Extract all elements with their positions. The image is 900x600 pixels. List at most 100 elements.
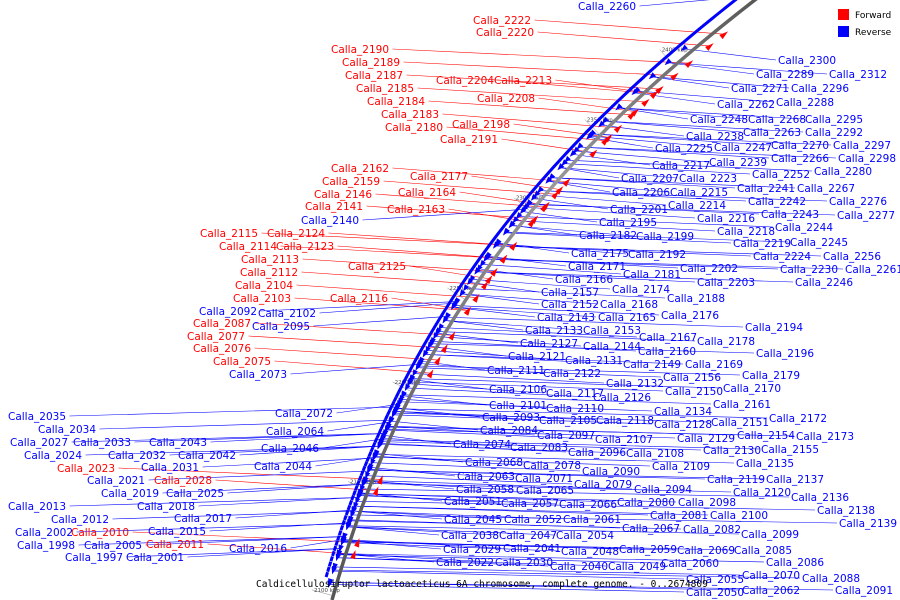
connector-line bbox=[409, 381, 664, 392]
connector-line bbox=[486, 257, 679, 269]
feature-block bbox=[678, 41, 684, 48]
connector-line bbox=[618, 107, 747, 120]
gene-label: Calla_2045 bbox=[444, 514, 502, 526]
gene-feature bbox=[438, 323, 445, 331]
feature-block bbox=[352, 489, 357, 496]
feature-block bbox=[534, 182, 541, 189]
connector-line bbox=[440, 327, 638, 338]
connector-line bbox=[274, 360, 432, 374]
feature-block bbox=[406, 369, 412, 376]
feature-block bbox=[432, 323, 438, 330]
gene-label: Calla_2124 bbox=[267, 228, 325, 240]
gene-label: Calla_2159 bbox=[322, 176, 380, 188]
feature-block bbox=[348, 499, 354, 506]
gene-label: Calla_2022 bbox=[436, 557, 494, 569]
gene-label: Calla_2101 bbox=[489, 400, 547, 412]
gene-label: Calla_2015 bbox=[148, 526, 206, 538]
gene-label: Calla_2084 bbox=[480, 425, 538, 437]
gene-label: Calla_2178 bbox=[697, 336, 755, 348]
connector-line bbox=[431, 340, 637, 352]
connector-line bbox=[426, 349, 564, 361]
feature-block bbox=[466, 271, 472, 278]
connector-line bbox=[522, 211, 598, 223]
gene-feature bbox=[350, 510, 356, 519]
feature-block bbox=[430, 327, 436, 334]
gene-label: Calla_2244 bbox=[775, 222, 833, 234]
gene-feature bbox=[350, 549, 356, 560]
gene-feature bbox=[383, 429, 389, 437]
feature-block bbox=[685, 35, 692, 41]
connector-line bbox=[461, 293, 540, 305]
gene-label: Calla_2201 bbox=[610, 204, 668, 216]
gene-feature bbox=[545, 176, 553, 184]
gene-label: Calla_2058 bbox=[456, 484, 514, 496]
gene-feature bbox=[641, 98, 650, 107]
gene-label: Calla_2280 bbox=[814, 166, 872, 178]
connector-line bbox=[353, 510, 443, 520]
feature-block bbox=[653, 63, 659, 69]
feature-block bbox=[487, 240, 494, 247]
gene-label: Calla_2029 bbox=[443, 544, 501, 556]
feature-block bbox=[442, 306, 448, 313]
feature-block bbox=[722, 5, 729, 11]
feature-block bbox=[540, 175, 547, 182]
feature-block bbox=[565, 147, 572, 154]
gene-feature bbox=[474, 267, 481, 275]
feature-block bbox=[618, 95, 625, 101]
connector-line bbox=[302, 258, 495, 272]
gene-label: Calla_2268 bbox=[748, 114, 806, 126]
gene-label: Calla_2271 bbox=[731, 83, 789, 95]
gene-label: Calla_2016 bbox=[229, 543, 287, 555]
connector-line bbox=[618, 107, 804, 120]
feature-block bbox=[490, 236, 497, 243]
connector-line bbox=[290, 539, 344, 549]
gene-label: Calla_2083 bbox=[510, 442, 568, 454]
connector-line bbox=[436, 332, 519, 344]
gene-label: Calla_2204 bbox=[436, 75, 494, 87]
feature-block bbox=[384, 414, 389, 421]
connector-line bbox=[134, 433, 385, 443]
gene-label: Calla_2086 bbox=[766, 557, 824, 569]
gene-feature bbox=[537, 186, 544, 194]
feature-block bbox=[632, 82, 638, 88]
gene-label: Calla_2018 bbox=[137, 501, 195, 513]
connector-line bbox=[347, 526, 498, 536]
gene-label: Calla_2061 bbox=[563, 514, 621, 526]
gene-label: Calla_2031 bbox=[141, 462, 199, 474]
connector-line bbox=[380, 441, 702, 451]
connector-line bbox=[207, 543, 355, 555]
connector-line bbox=[446, 316, 744, 328]
gene-label: Calla_2185 bbox=[356, 83, 414, 95]
gene-label: Calla_2184 bbox=[367, 96, 425, 108]
gene-feature bbox=[680, 44, 688, 52]
connector-line bbox=[464, 288, 666, 299]
gene-label: Calla_2175 bbox=[571, 248, 629, 260]
gene-label: Calla_2075 bbox=[213, 356, 271, 368]
gene-label: Calla_2110 bbox=[546, 403, 604, 415]
connector-line bbox=[210, 433, 385, 443]
gene-label: Calla_2125 bbox=[348, 261, 406, 273]
feature-block bbox=[667, 50, 674, 57]
connector-line bbox=[444, 320, 524, 331]
gene-label: Calla_2019 bbox=[101, 488, 159, 500]
gene-label: Calla_2261 bbox=[845, 264, 900, 276]
legend-forward-swatch bbox=[838, 9, 849, 20]
gene-feature bbox=[365, 471, 371, 479]
feature-block bbox=[656, 60, 663, 66]
feature-block bbox=[615, 98, 621, 104]
gene-feature bbox=[355, 497, 361, 505]
feature-block bbox=[572, 141, 578, 147]
gene-feature bbox=[633, 86, 641, 94]
feature-block bbox=[604, 107, 611, 114]
connector-line bbox=[452, 306, 597, 318]
legend: Forward Reverse bbox=[838, 9, 892, 38]
gene-label: Calla_2044 bbox=[254, 461, 312, 473]
gene-label: Calla_2146 bbox=[314, 189, 372, 201]
connector-line bbox=[533, 197, 609, 210]
gene-label: Calla_2194 bbox=[745, 322, 803, 334]
gene-label: Calla_2143 bbox=[537, 312, 595, 324]
connector-line bbox=[353, 510, 503, 520]
gene-label: Calla_2052 bbox=[504, 514, 562, 526]
connector-line bbox=[429, 345, 507, 357]
gene-label: Calla_2206 bbox=[612, 187, 670, 199]
